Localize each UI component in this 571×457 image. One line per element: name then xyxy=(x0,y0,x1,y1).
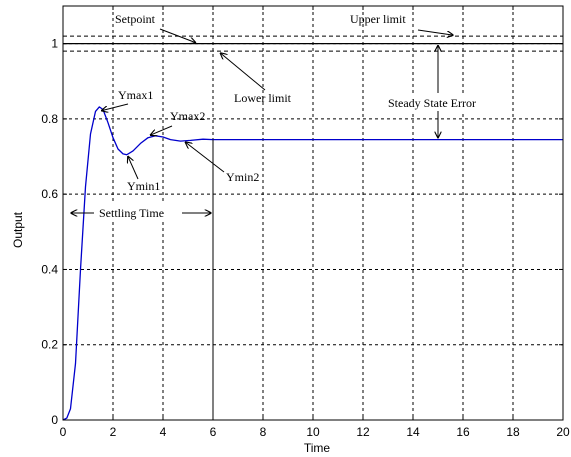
x-tick-label: 4 xyxy=(160,425,167,439)
settling-time-label: Settling Time xyxy=(99,206,164,220)
ymin2-label: Ymin2 xyxy=(226,170,259,184)
ymax2-label: Ymax2 xyxy=(170,109,205,123)
steady-state-error-label: Steady State Error xyxy=(388,96,476,110)
lower-limit-arrow xyxy=(221,53,266,91)
ymin1-label: Ymin1 xyxy=(127,179,160,193)
tick-labels: 0 2 4 6 8 10 12 14 16 18 20 0 0.2 0.4 0.6 0.8 1 xyxy=(41,37,570,439)
upper-limit-label: Upper limit xyxy=(350,12,406,26)
ymin1-arrow xyxy=(128,157,139,180)
y-tick-label: 0.6 xyxy=(41,187,58,201)
limit-lines xyxy=(63,35,563,52)
x-tick-label: 18 xyxy=(506,425,520,439)
axes xyxy=(62,5,564,421)
y-tick-label: 0.4 xyxy=(41,262,58,276)
x-tick-label: 2 xyxy=(110,425,117,439)
ymax1-arrow xyxy=(102,103,129,111)
x-tick-label: 20 xyxy=(556,425,570,439)
x-axis-label: Time xyxy=(304,441,331,455)
x-tick-label: 8 xyxy=(260,425,267,439)
annotations: Setpoint Upper limit Lower limit Steady Sta… xyxy=(71,12,498,420)
upper-limit-arrow xyxy=(417,29,453,35)
steady-state-error-label-bg xyxy=(386,93,498,111)
grid xyxy=(63,6,563,420)
ymax1-label: Ymax1 xyxy=(118,88,153,102)
y-axis-label: Output xyxy=(11,211,25,248)
x-tick-label: 0 xyxy=(60,425,67,439)
plot-frame xyxy=(62,5,564,421)
y-tick-label: 0.2 xyxy=(41,338,58,352)
ymin2-arrow xyxy=(186,142,225,173)
setpoint-arrow xyxy=(159,28,196,43)
y-tick-label: 0 xyxy=(51,413,58,427)
y-tick-label: 1 xyxy=(51,37,58,51)
y-tick-label: 0.8 xyxy=(41,112,58,126)
x-tick-label: 14 xyxy=(406,425,420,439)
x-tick-label: 6 xyxy=(210,425,217,439)
ymax2-arrow xyxy=(151,125,173,135)
x-tick-label: 16 xyxy=(456,425,470,439)
settling-time-label-bg xyxy=(94,204,182,222)
x-tick-label: 10 xyxy=(306,425,320,439)
x-tick-label: 12 xyxy=(356,425,370,439)
setpoint-label: Setpoint xyxy=(115,12,156,26)
lower-limit-label: Lower limit xyxy=(234,91,292,105)
